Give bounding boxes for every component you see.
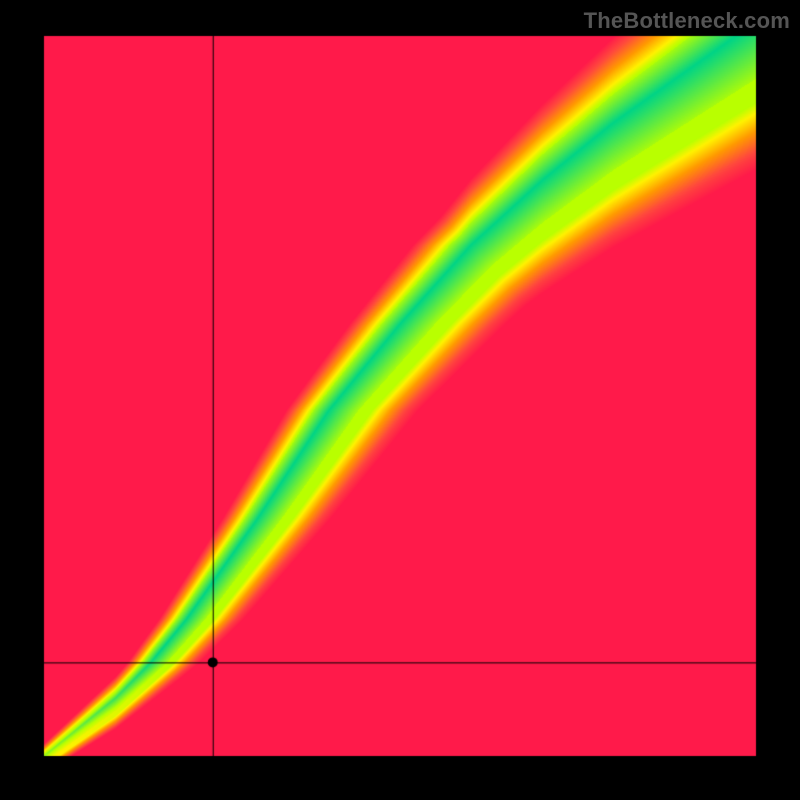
chart-container: TheBottleneck.com xyxy=(0,0,800,800)
watermark-text: TheBottleneck.com xyxy=(584,8,790,34)
heatmap-canvas xyxy=(0,0,800,800)
